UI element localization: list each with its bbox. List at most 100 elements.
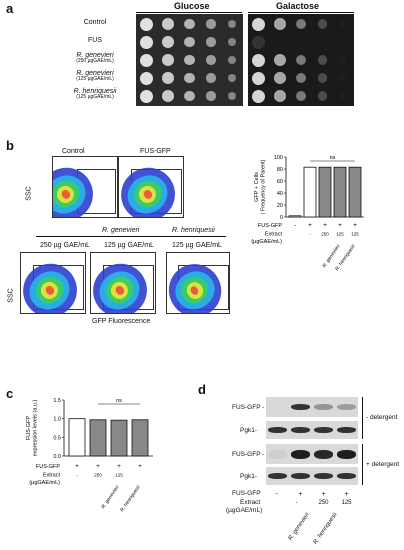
colony-spot bbox=[295, 90, 307, 102]
row-label-extract: Extract bbox=[43, 473, 61, 479]
minus-detergent-bracket bbox=[362, 397, 363, 439]
panel-a-row-label: R. henriquesii (125 µgGAE/mL) bbox=[73, 88, 117, 101]
blot-row-extract-unit: (µgGAE/mL) bbox=[226, 507, 263, 514]
plus-detergent-label: + detergent bbox=[366, 461, 400, 468]
y-tick-label: 40 bbox=[277, 191, 283, 197]
colony-spot bbox=[184, 54, 195, 66]
colony-spot bbox=[317, 19, 327, 29]
blot-band bbox=[268, 473, 287, 479]
colony-spot bbox=[273, 54, 286, 66]
y-tick-label: 60 bbox=[277, 179, 283, 185]
fus-gfp-mark: + bbox=[138, 463, 142, 470]
colony-spot bbox=[162, 90, 174, 102]
colony-spot bbox=[140, 35, 154, 49]
colony-spot bbox=[206, 55, 216, 65]
colony-spot bbox=[339, 74, 347, 82]
glucose-header: Glucose bbox=[174, 1, 210, 11]
colony-spot bbox=[252, 89, 266, 103]
bar bbox=[318, 166, 332, 218]
blot-extract-mark: - bbox=[295, 500, 298, 506]
glucose-plate bbox=[136, 14, 243, 106]
y-tick-label: 80 bbox=[277, 167, 283, 173]
blot-band bbox=[314, 473, 333, 479]
facs-plot-henriquesii-125 bbox=[166, 252, 230, 314]
fus-gfp-mark: + bbox=[75, 463, 79, 470]
panel-a-row-label: R. genevieri (125 µgGAE/mL) bbox=[76, 70, 114, 83]
facs-plot-genevieri-250 bbox=[20, 252, 86, 314]
colony-spot bbox=[317, 55, 327, 65]
y-tick-label: 1.0 bbox=[53, 417, 61, 423]
blot-band bbox=[337, 473, 356, 479]
colony-spot bbox=[162, 18, 174, 30]
bar bbox=[89, 419, 107, 457]
panel-a-row-label: R. genevieri (250 µgGAE/mL) bbox=[76, 52, 114, 65]
panel-c-bar-chart: 0.0 0.5 1.0 1.5 FUS-GFPexpression levels (a.… bbox=[26, 398, 153, 513]
colony-spot bbox=[140, 53, 154, 67]
facs-title-control: Control bbox=[62, 148, 85, 155]
facs-title-fus-gfp: FUS-GFP bbox=[140, 148, 171, 155]
bar bbox=[131, 419, 149, 457]
blot-label-pgk-minus: Pgk1- bbox=[240, 427, 257, 434]
row-label-extract-unit: (µgGAE/mL) bbox=[251, 239, 282, 245]
blot-band bbox=[291, 404, 310, 410]
colony-spot bbox=[273, 90, 286, 102]
colony-spot bbox=[140, 17, 154, 31]
blot-band bbox=[314, 449, 333, 459]
extract-mark: 250 bbox=[94, 473, 102, 478]
blot-extract-mark: 250 bbox=[318, 500, 329, 506]
species-label: R. henriquesii bbox=[119, 484, 142, 513]
blot-fus-gfp-mark: + bbox=[344, 491, 349, 498]
colony-spot bbox=[317, 91, 327, 101]
fus-gfp-mark: + bbox=[353, 222, 357, 229]
colony-spot bbox=[273, 72, 286, 84]
fus-gfp-mark: + bbox=[338, 222, 342, 229]
y-tick-label: 1.5 bbox=[53, 398, 61, 404]
bar bbox=[303, 166, 317, 218]
colony-spot bbox=[252, 53, 266, 67]
galactose-header: Galactose bbox=[276, 1, 320, 11]
panel-a-row-label: FUS bbox=[88, 37, 102, 44]
ssc-label-bottom: SSC bbox=[7, 288, 15, 303]
colony-spot bbox=[273, 18, 286, 30]
row-label-fus-gfp: FUS-GFP bbox=[258, 223, 282, 229]
bar bbox=[348, 166, 362, 218]
species-label: R. genevieri bbox=[100, 484, 121, 510]
row-label-extract-unit: (µgGAE/mL) bbox=[29, 480, 60, 486]
blot-fus-gfp-mark: + bbox=[298, 491, 303, 498]
galactose-underline bbox=[248, 12, 354, 13]
blot-band bbox=[337, 449, 356, 459]
y-tick-label: 20 bbox=[277, 203, 283, 209]
extract-mark: - bbox=[76, 473, 78, 478]
panel-b-bar-chart: 0 20 40 60 80 100 GFP + Cells( Frequency of Pa… bbox=[251, 155, 364, 272]
facs-dose-2: 125 µg GAE/mL bbox=[104, 242, 154, 249]
blot-band bbox=[314, 404, 333, 410]
panel-a-row-label: Control bbox=[83, 19, 107, 26]
y-tick-label: 100 bbox=[274, 155, 283, 161]
colony-spot bbox=[206, 91, 216, 101]
blot-plus-detergent-fus bbox=[266, 444, 358, 464]
colony-spot bbox=[317, 73, 327, 83]
facs-plot-control bbox=[52, 156, 118, 218]
colony-spot bbox=[252, 35, 266, 49]
row-label-extract: Extract bbox=[265, 232, 283, 238]
colony-spot bbox=[228, 55, 237, 65]
facs-x-axis-label: GFP Fluorescence bbox=[92, 318, 151, 325]
colony-spot bbox=[252, 17, 266, 31]
blot-label-fus-minus: FUS-GFP - bbox=[232, 404, 265, 411]
y-tick-label: 0.5 bbox=[53, 435, 61, 441]
genevieri-group-underline bbox=[36, 236, 206, 237]
blot-band bbox=[337, 404, 356, 410]
facs-dose-3: 125 µg GAE/mL bbox=[172, 242, 222, 249]
colony-spot bbox=[339, 92, 347, 100]
colony-spot bbox=[228, 37, 237, 47]
blot-plus-detergent-pgk bbox=[266, 467, 358, 485]
colony-spot bbox=[295, 72, 307, 84]
colony-spot bbox=[206, 73, 216, 83]
extract-mark: - bbox=[309, 232, 311, 237]
blot-row-extract: Extract bbox=[240, 499, 261, 506]
colony-spot bbox=[295, 54, 307, 66]
panel-d-letter: d bbox=[198, 382, 206, 397]
panel-b-letter: b bbox=[6, 138, 14, 153]
extract-mark: 125 bbox=[351, 232, 359, 237]
facs-plot-genevieri-125 bbox=[90, 252, 156, 314]
